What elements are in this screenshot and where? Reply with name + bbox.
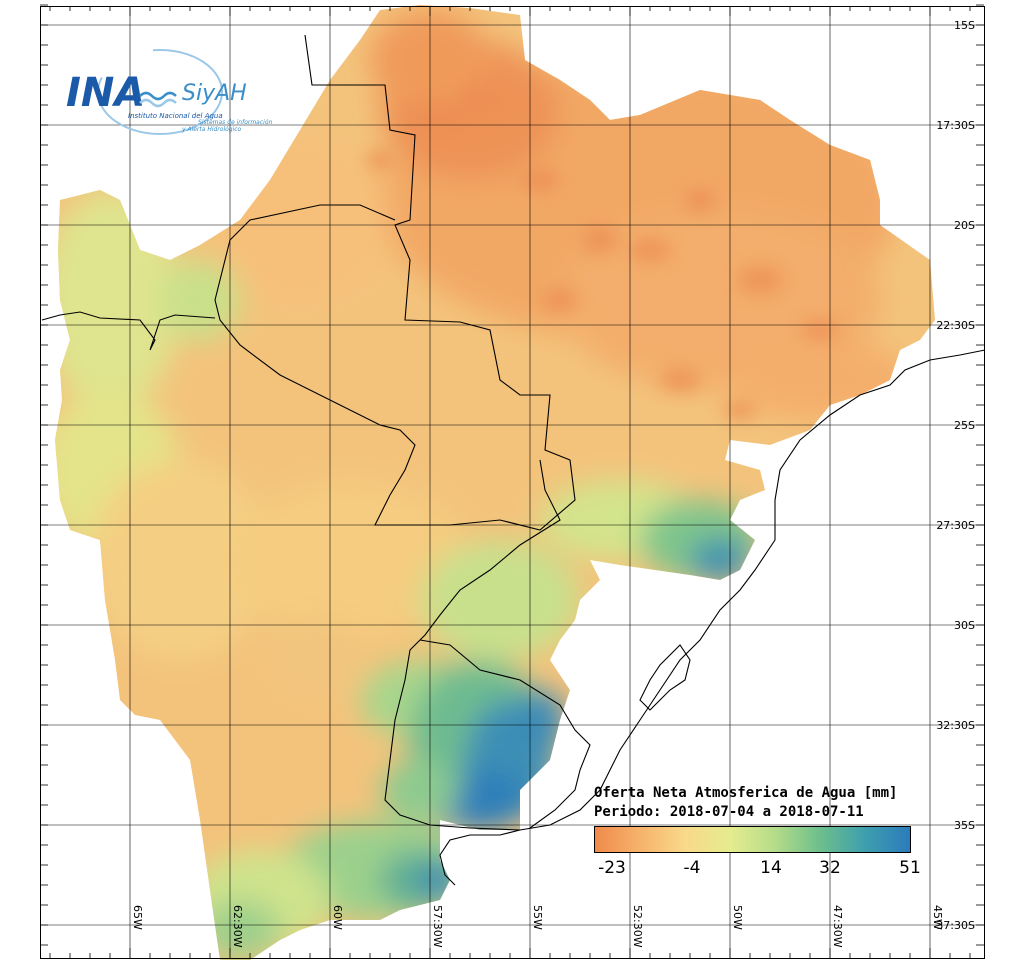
latitude-label: 27:30S [936,519,975,532]
colorbar-tick-label: -23 [598,858,626,878]
colorbar-gradient [595,827,910,852]
colorbar-tick-label: 32 [819,858,841,878]
longitude-label: 62:30W [231,905,244,948]
border-line [419,639,591,829]
border-line [639,644,691,711]
latitude-labels: 15S 17:30S 20S 22:30S 25S 27:30S 30S 32:30S 35S 3… [936,19,975,932]
latitude-label: 20S [954,219,975,232]
logo-brand: INA [66,70,145,116]
colorbar-tick-label: 51 [899,858,921,878]
logo-product: SiyAH [182,81,247,106]
latitude-label: 15S [954,19,975,32]
latitude-label: 37:30S [936,919,975,932]
latitude-label: 30S [954,619,975,632]
colorbar-tick-label: -4 [684,858,701,878]
graticule [40,6,984,958]
border-line [384,459,561,831]
country-borders [41,34,986,886]
border-line [41,311,216,351]
longitude-label: 50W [731,905,744,930]
legend-title-line-1: Oferta Neta Atmosferica de Agua [mm] [594,785,897,801]
logo-org-name: Instituto Nacional del Agua [128,112,223,120]
latitude-label: 22:30S [936,319,975,332]
colorbar-tick-label: 14 [760,858,782,878]
colorbar-bar [595,827,910,852]
latitude-label: 17:30S [936,119,975,132]
longitude-label: 60W [331,905,344,930]
logo-tagline-1: Sistemas de información [198,119,272,126]
colorbar-legend: Oferta Neta Atmosferica de Agua [mm] Per… [594,785,921,878]
longitude-label: 52:30W [631,905,644,948]
latitude-label: 25S [954,419,975,432]
border-line [519,349,986,831]
longitude-label: 55W [531,905,544,930]
longitude-label: 65W [131,905,144,930]
border-line [439,829,521,886]
colorbar-tick-labels: -23 -4 14 32 51 [598,858,921,878]
legend-title-line-2: Periodo: 2018-07-04 a 2018-07-11 [594,804,864,820]
map-frame [40,6,985,959]
logo-tagline-2: y Alerta Hidrológico [181,126,242,133]
longitude-labels: 65W 62:30W 60W 57:30W 55W 52:30W 50W 47:30W 45W [131,905,944,948]
longitude-label: 45W [931,905,944,930]
colorbar-frame [594,826,911,853]
longitude-label: 47:30W [831,905,844,948]
longitude-label: 57:30W [431,905,444,948]
latitude-label: 35S [954,819,975,832]
latitude-label: 32:30S [936,719,975,732]
ina-logo: INA SiyAH Instituto Nacional del Agua Si… [66,49,272,135]
